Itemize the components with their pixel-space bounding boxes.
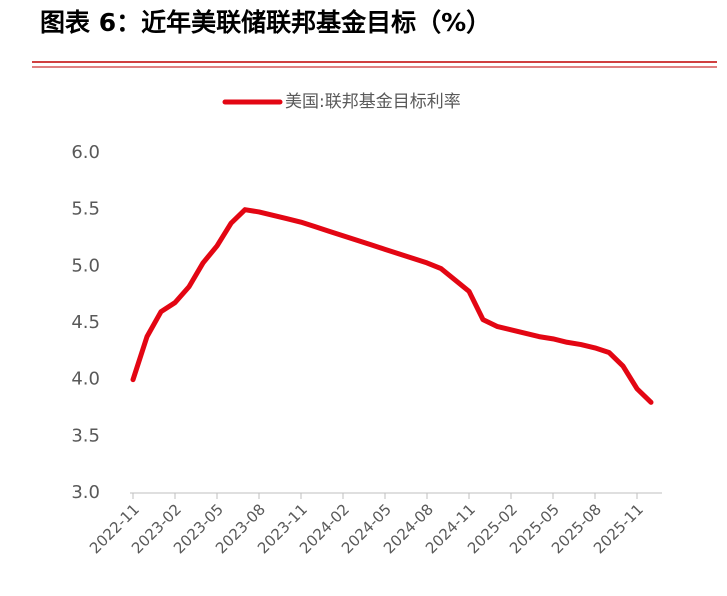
- legend-label: 美国:联邦基金目标利率: [285, 92, 461, 112]
- y-tick-label: 6.0: [71, 142, 100, 163]
- y-tick-label: 3.5: [71, 425, 100, 446]
- y-tick-label: 5.0: [71, 255, 100, 276]
- y-tick-label: 4.0: [71, 369, 100, 390]
- chart-title: 图表 6：近年美联储联邦基金目标（%）: [40, 8, 491, 37]
- y-tick-label: 5.5: [71, 199, 100, 220]
- data-line: [130, 207, 654, 405]
- y-tick-label: 4.5: [71, 312, 100, 333]
- y-tick-label: 3.0: [71, 482, 100, 503]
